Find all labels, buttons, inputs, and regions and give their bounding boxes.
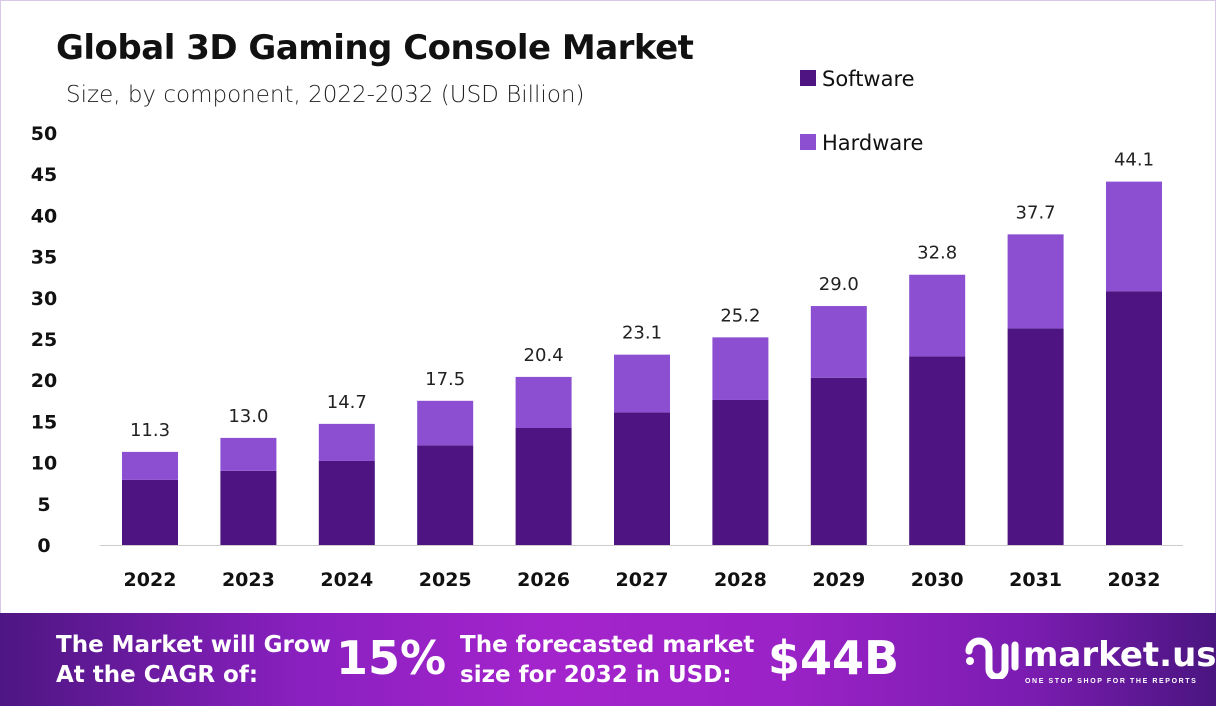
total-label-2029: 29.0 <box>819 274 859 295</box>
x-tick-label: 2025 <box>419 569 472 591</box>
bar-software-2030 <box>909 356 966 545</box>
y-tick-label: 30 <box>31 288 57 310</box>
bar-software-2029 <box>810 377 867 545</box>
footer-banner: The Market will Grow At the CAGR of: 15%… <box>0 613 1216 706</box>
total-label-2023: 13.0 <box>228 406 268 427</box>
total-label-2030: 32.8 <box>917 243 957 264</box>
x-tick-label: 2030 <box>911 569 964 591</box>
y-tick-label: 20 <box>31 370 57 392</box>
x-tick-label: 2022 <box>124 569 177 591</box>
total-label-2025: 17.5 <box>425 369 465 390</box>
total-label-2027: 23.1 <box>622 323 662 344</box>
forecast-value: $44B <box>768 631 900 685</box>
total-label-2022: 11.3 <box>130 420 170 441</box>
logo-mark-icon <box>965 637 1019 681</box>
y-tick-label: 10 <box>31 453 57 475</box>
bar-software-2023 <box>220 470 277 545</box>
cagr-label-line2: At the CAGR of: <box>56 662 259 688</box>
bar-hardware-2022 <box>122 451 178 480</box>
bar-software-2031 <box>1007 328 1064 545</box>
bar-hardware-2026 <box>515 376 572 428</box>
forecast-label-line1: The forecasted market <box>460 632 755 658</box>
cagr-value: 15% <box>336 631 447 685</box>
bar-hardware-2025 <box>417 400 474 446</box>
bar-software-2027 <box>614 412 670 545</box>
y-tick-label: 50 <box>31 123 57 145</box>
cagr-label-line1: The Market will Grow <box>56 632 331 658</box>
bar-hardware-2024 <box>318 423 375 461</box>
legend-label-hardware: Hardware <box>822 131 923 155</box>
y-tick-label: 45 <box>31 164 57 186</box>
logo-name: market.us <box>1023 635 1216 675</box>
chart-title: Global 3D Gaming Console Market <box>56 28 694 68</box>
y-tick-label: 5 <box>37 494 50 516</box>
market-us-logo: market.us ONE STOP SHOP FOR THE REPORTS <box>963 635 1216 685</box>
legend-swatch-software <box>800 70 816 86</box>
bar-hardware-2032 <box>1106 181 1162 292</box>
x-tick-label: 2026 <box>517 569 570 591</box>
y-tick-label: 25 <box>31 329 57 351</box>
bar-hardware-2028 <box>712 337 769 400</box>
y-tick-label: 0 <box>37 535 50 557</box>
bar-software-2032 <box>1106 291 1162 545</box>
cagr-label: The Market will Grow At the CAGR of: <box>56 630 331 690</box>
x-tick-label: 2024 <box>320 569 373 591</box>
total-label-2031: 37.7 <box>1016 202 1056 223</box>
y-tick-label: 15 <box>31 411 57 433</box>
forecast-label: The forecasted market size for 2032 in U… <box>460 630 754 690</box>
total-label-2032: 44.1 <box>1114 150 1154 171</box>
legend-label-software: Software <box>822 67 915 91</box>
x-tick-label: 2027 <box>616 569 669 591</box>
bar-hardware-2030 <box>909 274 966 357</box>
x-tick-label: 2029 <box>812 569 865 591</box>
logo-tagline: ONE STOP SHOP FOR THE REPORTS <box>1025 678 1198 685</box>
y-tick-label: 35 <box>31 247 57 269</box>
bar-software-2025 <box>417 445 474 545</box>
bar-software-2022 <box>122 479 178 545</box>
x-tick-label: 2031 <box>1009 569 1062 591</box>
bar-hardware-2029 <box>810 306 867 378</box>
y-tick-label: 40 <box>31 205 57 227</box>
bar-software-2028 <box>712 399 769 545</box>
bar-hardware-2031 <box>1007 234 1064 329</box>
bar-hardware-2023 <box>220 437 277 471</box>
bar-software-2024 <box>318 460 375 545</box>
x-tick-label: 2032 <box>1108 569 1161 591</box>
total-label-2026: 20.4 <box>524 345 564 366</box>
legend-swatch-hardware <box>800 134 816 150</box>
x-tick-label: 2023 <box>222 569 275 591</box>
bar-hardware-2027 <box>614 354 670 413</box>
chart-subtitle: Size, by component, 2022-2032 (USD Billi… <box>66 82 585 108</box>
forecast-label-line2: size for 2032 in USD: <box>460 662 732 688</box>
total-label-2028: 25.2 <box>720 305 760 326</box>
bar-software-2026 <box>515 427 572 545</box>
total-label-2024: 14.7 <box>327 392 367 413</box>
stacked-bar-chart: 0510152025303540455011.3202213.0202314.7… <box>31 67 1183 591</box>
x-tick-label: 2028 <box>714 569 767 591</box>
